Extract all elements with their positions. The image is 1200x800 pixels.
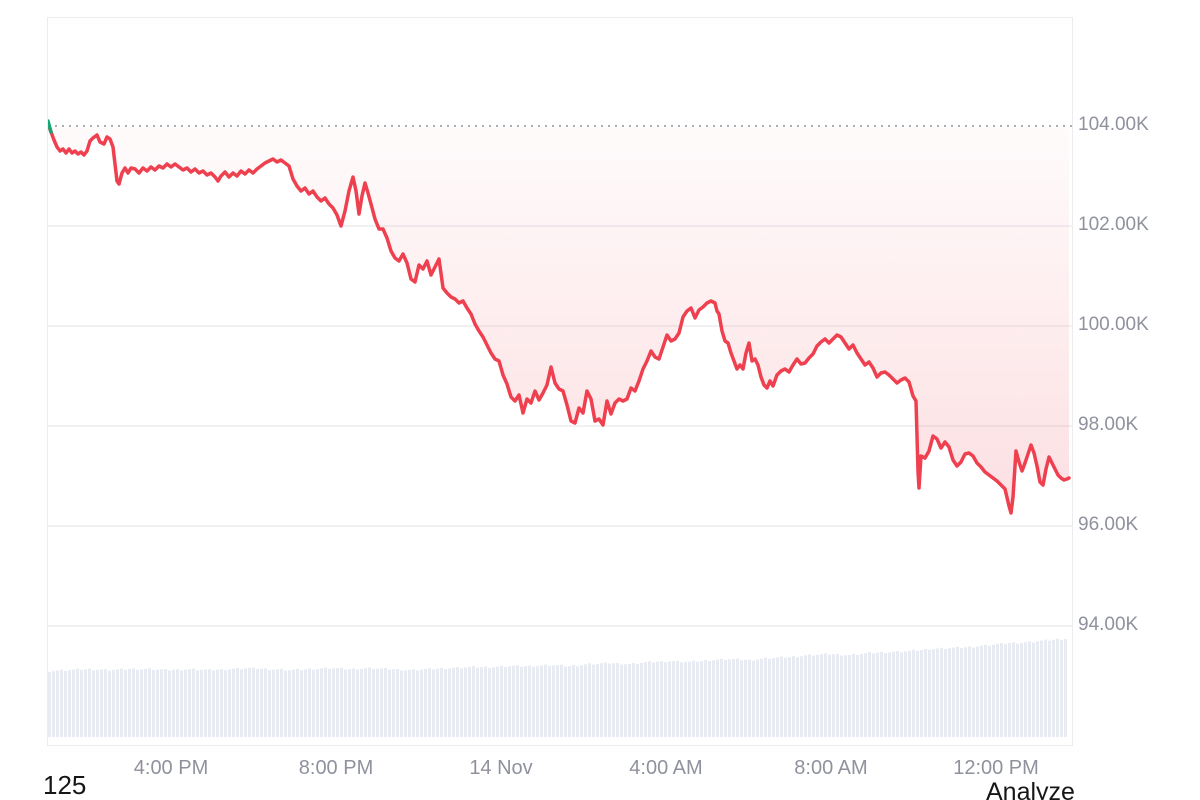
page-count-text: 125 bbox=[43, 770, 87, 800]
x-tick-label: 4:00 AM bbox=[629, 757, 703, 779]
y-tick-label: 104.00K bbox=[1078, 114, 1149, 135]
open-tick bbox=[48, 119, 53, 134]
y-tick-label: 98.00K bbox=[1078, 414, 1139, 435]
x-tick-label: 8:00 PM bbox=[298, 757, 374, 779]
price-line bbox=[48, 122, 1071, 515]
loss-area-fill bbox=[48, 124, 1069, 513]
volume-bars bbox=[48, 638, 1067, 737]
x-tick-label: 8:00 AM bbox=[794, 757, 868, 779]
price-chart-svg[interactable] bbox=[48, 18, 1072, 745]
y-tick-label: 94.00K bbox=[1078, 614, 1139, 635]
x-tick-label: 14 Nov bbox=[469, 757, 533, 779]
y-tick-label: 100.00K bbox=[1078, 314, 1149, 335]
price-chart-panel[interactable] bbox=[47, 17, 1073, 746]
analyze-link[interactable]: Analyze bbox=[986, 778, 1075, 800]
y-tick-label: 96.00K bbox=[1078, 514, 1139, 535]
y-tick-label: 102.00K bbox=[1078, 214, 1149, 235]
x-tick-label: 4:00 PM bbox=[133, 757, 209, 779]
x-tick-label: 12:00 PM bbox=[953, 757, 1039, 779]
